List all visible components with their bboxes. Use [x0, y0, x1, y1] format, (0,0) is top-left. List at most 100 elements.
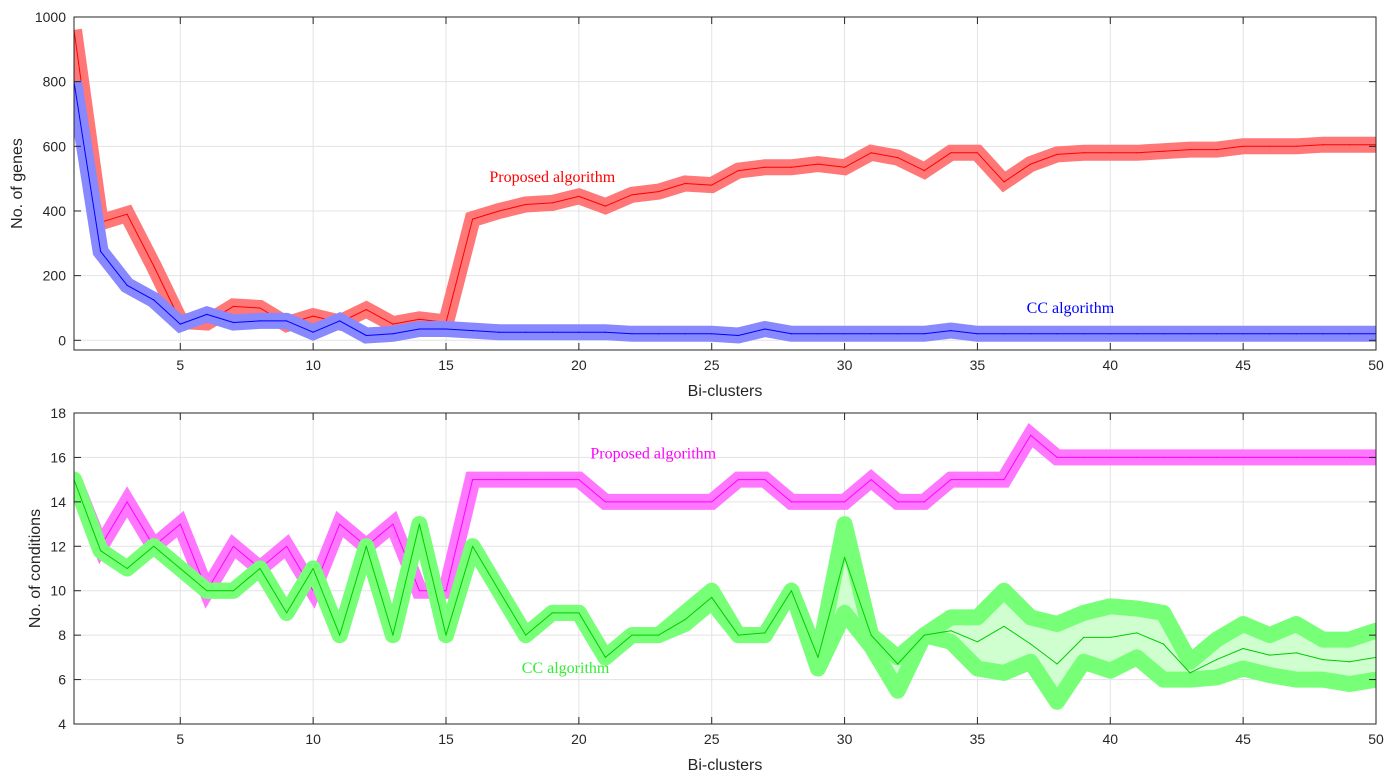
x-tick-label: 35: [970, 357, 986, 373]
data-point: [897, 501, 899, 503]
data-point: [1269, 145, 1271, 147]
data-point: [286, 320, 288, 322]
y-axis-label: No. of conditions: [27, 509, 44, 628]
data-point: [1003, 479, 1005, 481]
series-line: [74, 434, 1376, 592]
data-point: [100, 550, 102, 552]
data-point: [472, 218, 474, 220]
data-point: [472, 330, 474, 332]
data-point: [658, 333, 660, 335]
x-tick-label: 5: [176, 357, 184, 373]
data-point: [711, 596, 713, 599]
data-point: [897, 663, 899, 665]
series-band: [74, 423, 1376, 609]
x-tick-label: 50: [1368, 731, 1384, 747]
data-point: [339, 634, 341, 636]
series-line: [74, 81, 1376, 336]
data-point: [1056, 153, 1058, 155]
data-point: [817, 333, 819, 335]
data-point: [312, 567, 314, 570]
x-tick-label: 15: [438, 731, 454, 747]
y-tick-label: 200: [43, 268, 67, 284]
series-band: [74, 28, 1376, 333]
data-point: [1348, 333, 1350, 335]
data-point: [870, 634, 872, 636]
data-point: [1056, 456, 1058, 458]
data-point: [206, 590, 208, 592]
data-point: [472, 479, 474, 481]
series-line: [74, 479, 1376, 674]
x-tick-label: 25: [704, 731, 720, 747]
data-point: [498, 479, 500, 481]
data-point: [764, 328, 766, 330]
data-point: [1003, 181, 1005, 183]
data-point: [1162, 456, 1164, 458]
data-point: [684, 333, 686, 335]
data-point: [578, 479, 580, 481]
data-point: [1136, 456, 1138, 458]
x-tick-label: 50: [1368, 357, 1384, 373]
data-point: [1136, 333, 1138, 335]
data-point: [206, 313, 208, 315]
data-point: [153, 265, 155, 267]
data-point: [1269, 333, 1271, 335]
data-point: [844, 333, 846, 335]
data-point: [286, 612, 288, 614]
data-point: [1083, 456, 1085, 458]
y-tick-label: 18: [50, 405, 66, 421]
data-point: [870, 333, 872, 335]
data-point: [153, 545, 155, 547]
data-point: [897, 157, 899, 159]
ticks: 5 10 15 20 25 30 35 40 45 50 4 6 8 10 12 14 16 18: [50, 405, 1384, 747]
data-point: [525, 634, 527, 636]
data-point: [1189, 149, 1191, 151]
plot-area: [74, 28, 1376, 344]
data-point: [551, 479, 553, 481]
data-point: [498, 590, 500, 592]
data-point: [764, 479, 766, 481]
data-point: [232, 590, 234, 592]
data-point: [1189, 672, 1191, 674]
data-point: [1348, 456, 1350, 458]
data-point: [1242, 456, 1244, 458]
data-point: [711, 501, 713, 503]
data-point: [551, 202, 553, 204]
data-point: [737, 479, 739, 481]
annotation-label: Proposed algorithm: [590, 446, 716, 463]
data-point: [1083, 152, 1085, 154]
data-point: [764, 166, 766, 168]
data-point: [392, 333, 394, 335]
plot-panel-1: 5 10 15 20 25 30 35 40 45 50 0 200 400 600 800 1000 Bi-c…: [9, 9, 1384, 400]
data-point: [1216, 333, 1218, 335]
data-point: [365, 309, 367, 311]
data-point: [684, 501, 686, 503]
data-point: [339, 523, 341, 525]
data-point: [684, 619, 686, 621]
series-band: [74, 80, 1376, 344]
data-point: [1003, 625, 1005, 627]
x-tick-label: 5: [176, 731, 184, 747]
data-point: [790, 590, 793, 592]
annotation-label: CC algorithm: [1027, 300, 1115, 317]
data-point: [1348, 661, 1350, 663]
data-point: [525, 331, 527, 333]
data-point: [844, 556, 846, 559]
data-point: [1295, 145, 1297, 147]
data-point: [259, 320, 261, 322]
data-point: [1322, 144, 1324, 146]
data-point: [1030, 434, 1032, 436]
data-point: [312, 315, 314, 317]
data-point: [179, 523, 181, 525]
data-point: [1162, 150, 1164, 152]
x-tick-label: 45: [1235, 357, 1251, 373]
data-point: [604, 656, 607, 659]
data-point: [1322, 456, 1324, 458]
data-point: [950, 630, 952, 632]
data-point: [1162, 643, 1164, 645]
data-point: [790, 333, 793, 335]
data-point: [923, 634, 925, 636]
data-point: [737, 634, 739, 636]
data-point: [525, 479, 527, 481]
data-point: [658, 634, 660, 636]
data-point: [365, 545, 367, 547]
